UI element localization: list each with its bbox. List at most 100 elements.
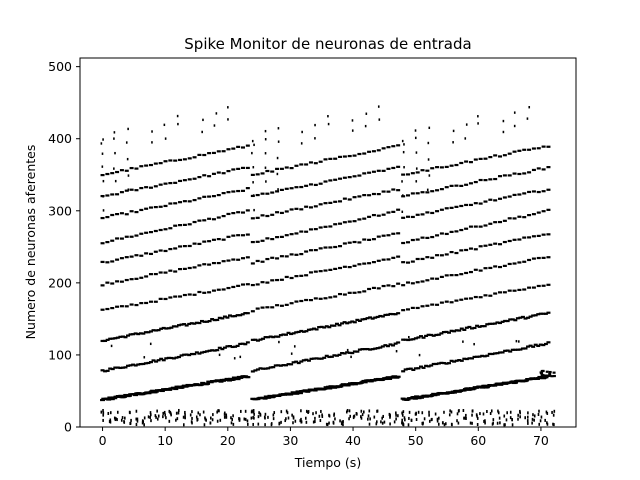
spike-marker xyxy=(124,189,129,192)
spike-marker xyxy=(187,223,192,226)
spike-marker xyxy=(226,169,231,173)
spike-marker xyxy=(345,322,350,325)
spike-marker xyxy=(129,255,134,258)
spike-marker xyxy=(216,288,221,291)
spike-marker xyxy=(527,258,532,262)
spike-marker-low xyxy=(294,419,297,423)
spike-marker xyxy=(199,351,204,354)
spike-marker-low xyxy=(471,413,473,417)
spike-marker xyxy=(153,185,158,188)
spike-marker xyxy=(541,145,546,148)
spike-marker-low xyxy=(169,410,171,414)
spike-marker xyxy=(115,170,120,174)
spike-marker xyxy=(391,232,396,235)
spike-marker xyxy=(166,327,171,330)
spike-marker xyxy=(221,192,226,195)
spike-marker xyxy=(168,181,173,185)
spike-marker xyxy=(454,205,459,208)
spike-marker xyxy=(314,357,319,360)
spike-marker xyxy=(217,316,222,319)
spike-marker xyxy=(415,257,420,261)
spike-marker xyxy=(182,200,187,203)
spike-marker xyxy=(410,215,415,219)
spike-marker-low xyxy=(462,408,465,412)
spike-marker xyxy=(420,236,425,239)
spike-marker-low xyxy=(130,418,132,422)
spike-marker xyxy=(500,320,505,323)
spike-marker-low xyxy=(259,412,262,416)
spike-marker xyxy=(464,248,469,252)
spike-marker xyxy=(527,171,532,174)
spike-marker xyxy=(391,256,396,259)
spike-marker xyxy=(299,329,304,333)
spike-marker xyxy=(115,258,120,261)
spike-marker xyxy=(502,264,507,267)
spike-marker xyxy=(136,363,141,366)
spike-marker-upper xyxy=(276,156,279,160)
y-tick-label: 400 xyxy=(48,131,72,146)
spike-marker xyxy=(207,175,212,178)
spike-marker xyxy=(235,344,240,348)
spike-marker-low xyxy=(517,417,519,421)
spike-marker xyxy=(498,220,503,224)
spike-marker xyxy=(467,325,472,329)
spike-marker xyxy=(221,172,226,175)
spike-marker-low xyxy=(509,410,512,414)
spike-marker xyxy=(381,190,386,193)
spike-marker xyxy=(439,301,444,304)
spike-marker xyxy=(308,183,313,186)
spike-marker xyxy=(352,350,357,353)
spike-marker xyxy=(163,160,168,163)
spike-marker xyxy=(541,284,546,287)
spike-marker-low xyxy=(251,409,253,413)
spike-marker xyxy=(221,288,226,291)
spike-marker-scattered xyxy=(290,352,293,355)
spike-marker-low xyxy=(116,410,119,414)
spike-marker xyxy=(480,386,486,389)
spike-marker xyxy=(210,318,215,321)
spike-marker-low xyxy=(223,411,226,415)
spike-marker xyxy=(286,331,291,334)
spike-marker xyxy=(546,145,551,148)
spike-marker-low xyxy=(123,420,125,424)
spike-marker xyxy=(386,146,391,149)
spike-marker xyxy=(178,179,183,183)
spike-marker xyxy=(338,200,343,203)
spike-marker xyxy=(502,196,507,199)
spike-marker-low xyxy=(395,417,397,421)
spike-marker-scattered xyxy=(515,339,518,343)
spike-marker xyxy=(194,351,199,354)
spike-marker xyxy=(289,276,294,280)
spike-marker xyxy=(441,361,446,365)
spike-marker xyxy=(464,160,469,163)
spike-marker xyxy=(362,217,367,220)
spike-marker xyxy=(260,214,265,217)
spike-marker xyxy=(527,190,532,194)
spike-marker xyxy=(323,180,328,183)
spike-marker xyxy=(401,261,406,264)
spike-marker-low xyxy=(212,413,214,417)
spike-marker xyxy=(425,191,430,194)
spike-marker xyxy=(167,388,173,391)
spike-marker xyxy=(289,233,294,236)
spike-marker xyxy=(405,194,410,197)
spike-marker xyxy=(119,305,124,308)
spike-marker xyxy=(270,306,275,309)
spike-marker xyxy=(141,362,146,366)
x-axis: 0 10 20 30 40 50 60 70 xyxy=(99,427,549,448)
spike-marker xyxy=(110,260,115,263)
spike-marker xyxy=(420,191,425,194)
spike-marker xyxy=(144,301,149,305)
spike-marker xyxy=(192,352,197,356)
spike-marker xyxy=(231,212,236,215)
spike-marker xyxy=(395,375,401,378)
spike-marker xyxy=(129,210,134,213)
spike-marker-low xyxy=(511,423,514,427)
spike-marker xyxy=(527,213,532,217)
spike-marker xyxy=(231,147,236,150)
spike-marker xyxy=(541,233,546,236)
spike-marker xyxy=(226,286,231,290)
spike-marker-low xyxy=(436,419,439,423)
spike-marker-upper xyxy=(113,167,115,170)
spike-marker xyxy=(386,167,391,170)
